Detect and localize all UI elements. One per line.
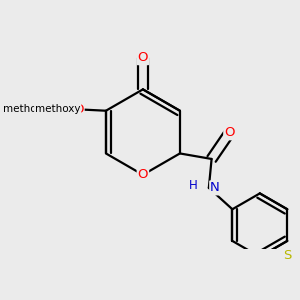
Text: O: O xyxy=(138,168,148,181)
Text: O: O xyxy=(224,126,235,139)
Text: H: H xyxy=(189,178,198,192)
Text: methoxy: methoxy xyxy=(2,104,48,114)
Text: O: O xyxy=(73,103,84,116)
Text: S: S xyxy=(283,249,292,262)
Text: methoxy: methoxy xyxy=(35,104,80,114)
Text: N: N xyxy=(210,182,220,194)
Text: O: O xyxy=(138,51,148,64)
